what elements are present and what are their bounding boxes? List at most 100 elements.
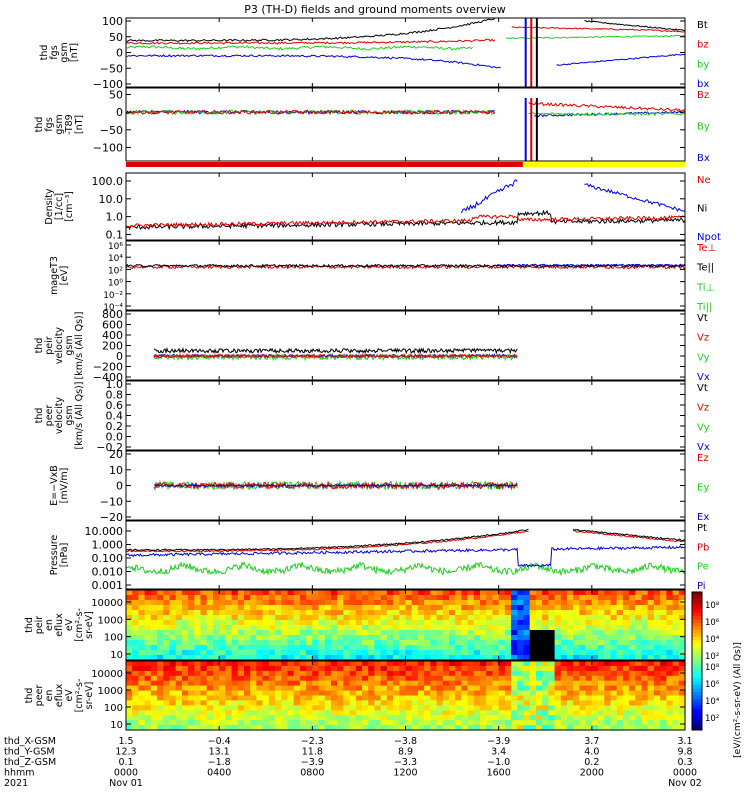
heatmap-cell	[579, 640, 587, 646]
heatmap-cell	[157, 645, 164, 651]
heatmap-cell	[560, 655, 568, 661]
heatmap-cell	[455, 605, 462, 611]
heatmap-cell	[225, 705, 233, 711]
heatmap-cell	[604, 685, 612, 692]
heatmap-cell	[169, 690, 177, 697]
heatmap-cell	[424, 635, 431, 641]
heatmap-cell	[473, 665, 481, 672]
heatmap-cell	[399, 705, 407, 711]
heatmap-cell	[126, 690, 133, 697]
heatmap-cell	[318, 720, 326, 726]
heatmap-cell	[262, 665, 270, 672]
colorbar-swatch	[692, 719, 702, 724]
heatmap-cell	[138, 685, 146, 692]
series-bz	[125, 109, 496, 116]
heatmap-cell	[293, 720, 301, 726]
heatmap-cell	[486, 600, 493, 606]
heatmap-cell	[430, 690, 438, 697]
heatmap-cell	[194, 665, 202, 672]
heatmap-cell	[604, 705, 612, 711]
heatmap-cell	[262, 590, 270, 596]
heatmap-cell	[275, 645, 282, 651]
colorbar-tick: 10⁸	[705, 601, 720, 611]
heatmap-cell	[567, 715, 574, 721]
heatmap-cell	[449, 665, 456, 672]
heatmap-cell	[219, 615, 226, 621]
heatmap-cell	[132, 680, 139, 687]
heatmap-cell	[492, 680, 500, 687]
heatmap-cell	[504, 680, 512, 687]
heatmap-cell	[461, 625, 469, 631]
heatmap-cell	[250, 610, 257, 616]
y-axis-label: thd	[24, 617, 35, 633]
heatmap-cell	[244, 675, 251, 682]
heatmap-cell	[622, 670, 630, 677]
heatmap-cell	[486, 695, 493, 701]
heatmap-cell	[318, 640, 326, 646]
heatmap-cell	[417, 670, 425, 677]
heatmap-cell	[523, 615, 531, 621]
heatmap-cell	[318, 690, 326, 697]
heatmap-cell	[275, 680, 282, 687]
heatmap-cell	[473, 661, 481, 667]
heatmap-cell	[548, 675, 556, 682]
heatmap-cell	[225, 720, 233, 726]
heatmap-cell	[399, 715, 407, 721]
heatmap-cell	[343, 615, 351, 621]
heatmap-cell	[430, 670, 438, 677]
heatmap-cell	[455, 610, 462, 616]
x-tick-label: 13.1	[209, 747, 230, 758]
heatmap-cell	[467, 635, 475, 641]
colorbar-tick: 10²	[705, 652, 719, 662]
heatmap-cell	[219, 605, 226, 611]
heatmap-cell	[424, 705, 431, 711]
heatmap-cell	[554, 690, 562, 697]
heatmap-cell	[163, 665, 171, 672]
heatmap-cell	[299, 605, 307, 611]
heatmap-cell	[473, 710, 481, 716]
y-tick-label: 0.1	[106, 228, 124, 241]
heatmap-cell	[386, 675, 394, 682]
heatmap-cell	[461, 680, 469, 687]
heatmap-cell	[492, 705, 500, 711]
heatmap-cell	[666, 720, 674, 726]
heatmap-cell	[517, 605, 525, 611]
heatmap-cell	[473, 685, 481, 692]
y-tick-label: 0	[116, 106, 123, 119]
heatmap-cell	[411, 655, 419, 661]
heatmap-cell	[219, 710, 226, 716]
heatmap-cell	[660, 605, 667, 611]
heatmap-cell	[157, 661, 164, 667]
heatmap-cell	[492, 600, 500, 606]
y-tick-label: −10	[100, 495, 123, 508]
heatmap-cell	[449, 690, 456, 697]
heatmap-cell	[213, 680, 220, 687]
series-pi	[125, 545, 685, 568]
heatmap-cell	[181, 615, 189, 621]
heatmap-cell	[585, 720, 593, 726]
heatmap-cell	[517, 595, 525, 601]
heatmap-cell	[548, 590, 556, 596]
heatmap-cell	[567, 625, 574, 631]
heatmap-cell	[331, 655, 338, 661]
heatmap-cell	[529, 695, 537, 701]
heatmap-cell	[374, 690, 382, 697]
heatmap-cell	[256, 590, 264, 596]
heatmap-cell	[374, 685, 382, 692]
heatmap-cell	[299, 645, 307, 651]
heatmap-cell	[424, 665, 431, 672]
heatmap-cell	[318, 705, 326, 711]
heatmap-cell	[169, 685, 177, 692]
heatmap-cell	[219, 670, 226, 677]
legend-entry: By	[697, 122, 710, 133]
heatmap-cell	[237, 685, 245, 692]
heatmap-cell	[324, 620, 332, 626]
heatmap-cell	[554, 590, 562, 596]
heatmap-cell	[430, 615, 438, 621]
heatmap-cell	[678, 690, 686, 697]
heatmap-cell	[554, 650, 562, 656]
heatmap-cell	[486, 655, 493, 661]
heatmap-cell	[262, 630, 270, 636]
legend-entry: Vy	[697, 352, 710, 363]
